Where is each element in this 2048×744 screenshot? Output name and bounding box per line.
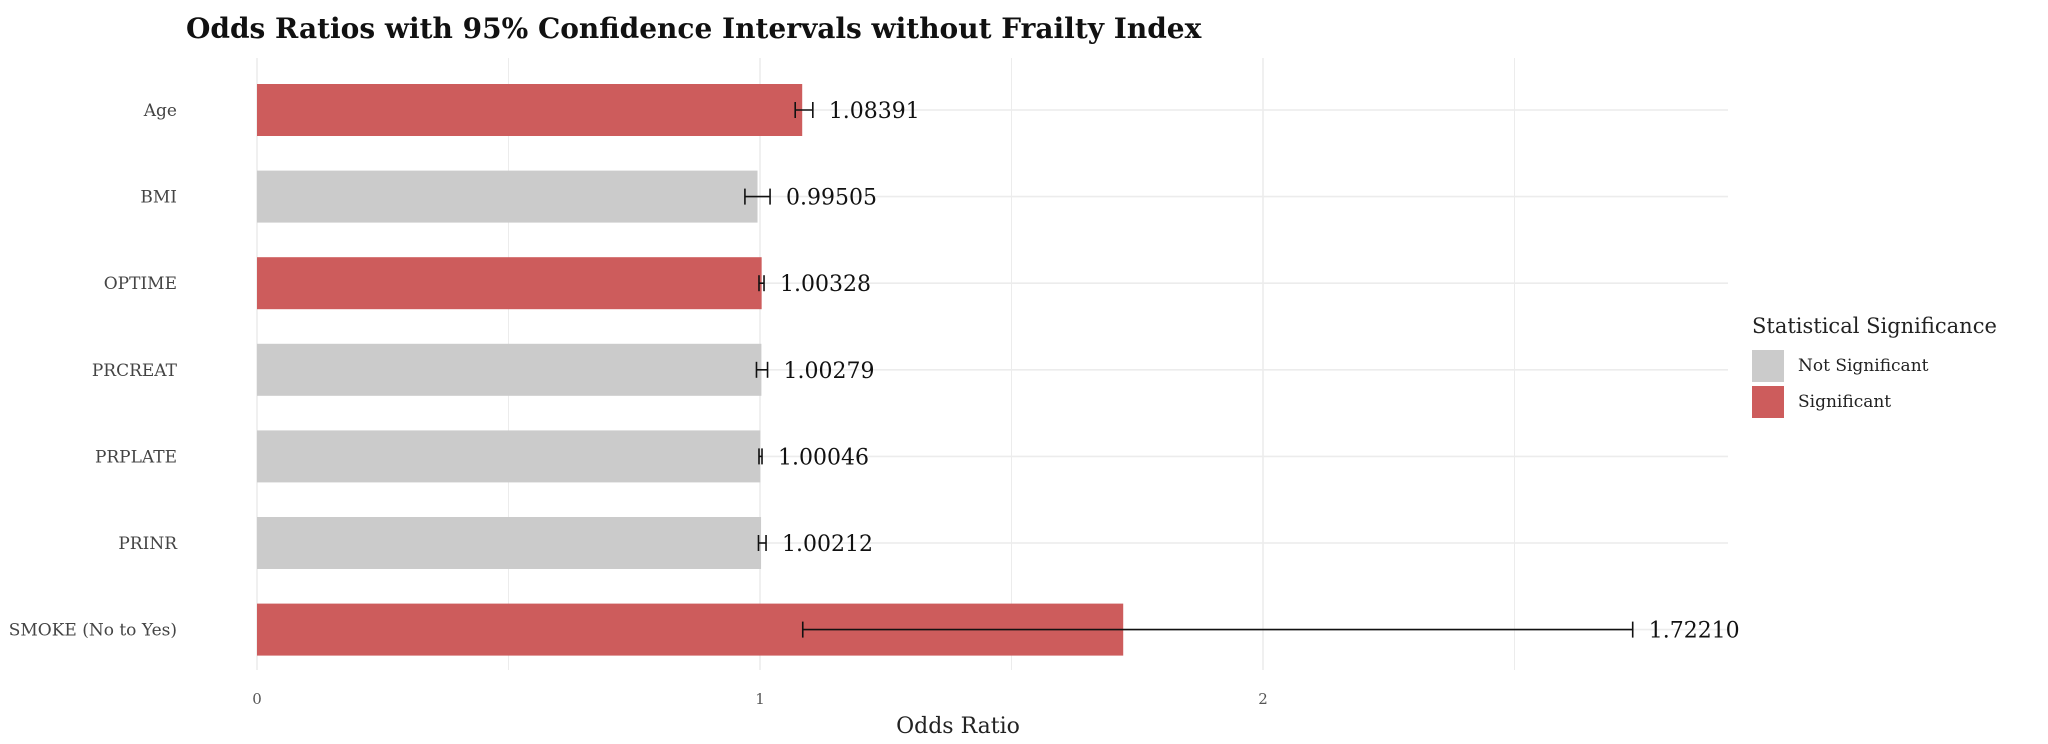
bar-optime <box>257 257 762 310</box>
y-tick-label: OPTIME <box>104 274 177 294</box>
legend-label: Significant <box>1798 392 1892 412</box>
x-tick-label: 0 <box>252 690 262 708</box>
y-tick-label: Age <box>143 101 177 121</box>
legend-item-not-significant: Not Significant <box>1752 348 1997 384</box>
legend-swatch-significant <box>1752 386 1784 418</box>
bar-prplate <box>257 430 761 483</box>
value-label: 1.00046 <box>778 445 869 470</box>
legend-label: Not Significant <box>1798 356 1929 376</box>
value-label: 1.00328 <box>780 272 871 297</box>
y-tick-label: SMOKE (No to Yes) <box>9 621 177 641</box>
y-tick-label: BMI <box>140 188 177 208</box>
chart-plot: 1.08391 0.99505 1.00328 1.00279 1.00046 1.002… <box>9 58 1740 739</box>
error-bars <box>744 102 1634 638</box>
value-label: 1.00279 <box>784 359 875 384</box>
bar-prcreat <box>257 343 762 396</box>
value-labels: 1.08391 0.99505 1.00328 1.00279 1.00046 1.002… <box>778 99 1740 644</box>
x-tick-label: 1 <box>755 690 765 708</box>
legend-swatch-not-significant <box>1752 350 1784 382</box>
axis-labels: Age BMI OPTIME PRCREAT PRPLATE PRINR SMOKE (No… <box>9 101 1268 708</box>
bar-age <box>257 84 803 136</box>
value-label: 1.00212 <box>782 532 873 557</box>
x-axis-title: Odds Ratio <box>896 714 1020 739</box>
y-tick-label: PRINR <box>118 534 178 554</box>
value-label: 1.72210 <box>1649 619 1740 644</box>
legend: Statistical Significance Not Significant… <box>1752 314 1997 420</box>
value-label: 0.99505 <box>786 186 877 211</box>
legend-title: Statistical Significance <box>1752 314 1997 338</box>
x-tick-label: 2 <box>1258 690 1268 708</box>
legend-item-significant: Significant <box>1752 384 1997 420</box>
y-tick-label: PRCREAT <box>92 361 178 381</box>
y-tick-label: PRPLATE <box>95 447 177 467</box>
chart-title: Odds Ratios with 95% Confidence Interval… <box>186 12 1202 45</box>
value-label: 1.08391 <box>829 99 920 124</box>
bar-prinr <box>257 517 762 569</box>
bar-bmi <box>257 170 758 223</box>
bars <box>257 84 1124 656</box>
